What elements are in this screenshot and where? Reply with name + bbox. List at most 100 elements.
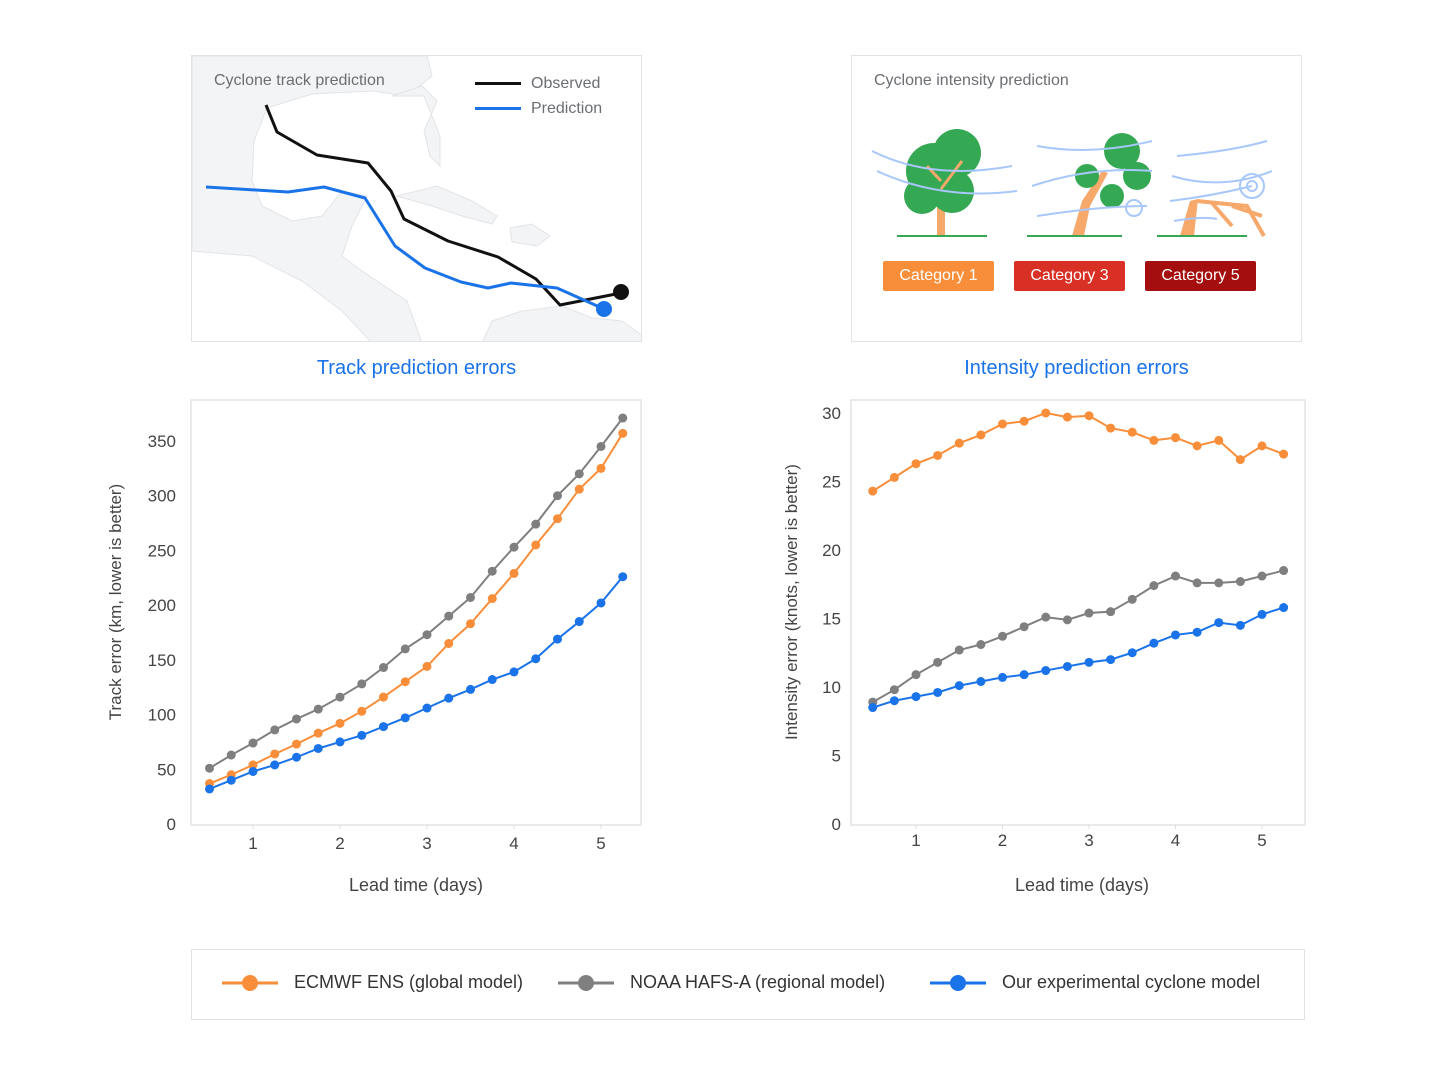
intensity-ecmwf-point — [1041, 408, 1051, 418]
intensity-y-tick-label: 5 — [832, 747, 841, 766]
intensity-noaa-line — [872, 569, 1284, 703]
land-cuba — [395, 185, 498, 225]
land-hispaniola — [509, 223, 551, 247]
intensity-noaa-point — [1235, 577, 1245, 587]
intensity-ecmwf-point — [1171, 433, 1180, 443]
track-experimental-point — [270, 760, 280, 770]
intensity-ecmwf-point — [1214, 435, 1224, 445]
intensity-experimental-point — [1084, 657, 1094, 667]
track-ecmwf-point — [596, 463, 606, 473]
track-ecmwf-point — [248, 760, 258, 770]
tree-category-3-icon — [1027, 133, 1153, 237]
track-prediction-panel: Cyclone track prediction Observed Predic… — [191, 55, 642, 342]
intensity-x-tick-label: 3 — [1084, 831, 1093, 850]
track-x-tick-label: 5 — [596, 834, 605, 853]
track-ecmwf-point — [487, 594, 497, 604]
intensity-ecmwf-point — [1019, 416, 1029, 426]
prediction-line-swatch — [475, 107, 521, 110]
intensity-noaa-point — [1171, 571, 1180, 581]
intensity-x-tick-label: 1 — [911, 831, 920, 850]
intensity-noaa-point — [976, 640, 986, 650]
intensity-experimental-point — [1019, 670, 1029, 680]
track-experimental-point — [292, 752, 301, 762]
intensity-experimental-point — [976, 677, 986, 687]
track-experimental-point — [509, 667, 519, 677]
track-noaa-point — [335, 692, 345, 702]
predicted-track-line — [205, 185, 605, 311]
category-1-badge: Category 1 — [883, 261, 994, 291]
intensity-experimental-point — [1041, 666, 1051, 676]
track-x-tick-label: 4 — [509, 834, 518, 853]
intensity-noaa-point — [1192, 578, 1202, 588]
track-x-tick-label: 1 — [248, 834, 257, 853]
track-ecmwf-point — [553, 514, 562, 524]
track-y-tick-label: 250 — [148, 541, 176, 560]
track-experimental-point — [487, 675, 497, 685]
track-experimental-point — [205, 784, 214, 794]
track-experimental-point — [357, 730, 367, 740]
land-florida — [391, 85, 441, 168]
experimental-swatch-icon — [930, 974, 986, 991]
intensity-experimental-point — [1235, 620, 1245, 630]
track-noaa-point — [292, 714, 301, 724]
track-y-tick-label: 0 — [167, 815, 176, 834]
intensity-x-axis-label: Lead time (days) — [1015, 875, 1149, 895]
track-ecmwf-point — [574, 484, 584, 494]
intensity-noaa-point — [954, 645, 964, 655]
track-experimental-point — [466, 684, 475, 694]
legend-label-ecmwf: ECMWF ENS (global model) — [294, 972, 524, 992]
intensity-prediction-panel: Cyclone intensity prediction Category 1 … — [851, 55, 1302, 342]
land-south-america — [482, 305, 641, 341]
track-x-tick-label: 2 — [335, 834, 344, 853]
track-ecmwf-point — [270, 749, 280, 759]
track-experimental-point — [444, 693, 454, 703]
track-experimental-point — [422, 703, 432, 713]
observed-cyclone-icon — [613, 284, 629, 300]
track-experimental-point — [335, 737, 345, 747]
intensity-noaa-point — [998, 631, 1007, 641]
category-5-badge: Category 5 — [1145, 261, 1256, 291]
track-ecmwf-point — [509, 568, 519, 578]
intensity-experimental-point — [1257, 609, 1267, 619]
intensity-noaa-point — [1279, 566, 1289, 576]
ecmwf-swatch-icon — [222, 974, 278, 991]
track-ecmwf-point — [292, 739, 301, 749]
intensity-noaa-point — [1106, 607, 1116, 617]
intensity-experimental-point — [1106, 655, 1116, 665]
track-y-axis-label: Track error (km, lower is better) — [106, 484, 125, 720]
predicted-cyclone-icon — [596, 301, 612, 317]
track-experimental-point — [400, 713, 410, 723]
intensity-chart-title: Intensity prediction errors — [964, 357, 1189, 379]
track-noaa-point — [205, 763, 214, 773]
intensity-y-tick-label: 15 — [822, 610, 841, 629]
legend-label-noaa: NOAA HAFS-A (regional model) — [630, 972, 886, 992]
track-noaa-point — [357, 679, 367, 689]
track-ecmwf-point — [379, 692, 388, 702]
intensity-experimental-point — [1214, 618, 1224, 628]
charts-canvas: Lead time (days) Lead time (days) Track … — [106, 399, 1306, 895]
observed-line-swatch — [475, 82, 521, 85]
track-y-tick-label: 50 — [157, 760, 176, 779]
intensity-experimental-point — [868, 703, 878, 713]
track-noaa-point — [313, 704, 323, 714]
track-y-tick-label: 200 — [148, 596, 176, 615]
track-experimental-point — [226, 775, 236, 785]
legend-item-ecmwf: ECMWF ENS (global model) — [222, 972, 523, 993]
legend-observed: Observed — [475, 71, 602, 96]
track-ecmwf-point — [444, 638, 454, 648]
track-y-tick-label: 100 — [148, 706, 176, 725]
track-experimental-point — [618, 572, 628, 582]
intensity-noaa-point — [1062, 615, 1072, 625]
track-experimental-point — [574, 617, 584, 627]
track-y-tick-label: 300 — [148, 487, 176, 506]
track-noaa-point — [596, 441, 606, 451]
intensity-ecmwf-point — [1235, 455, 1245, 465]
track-chart-title: Track prediction errors — [316, 357, 517, 379]
intensity-experimental-point — [889, 696, 899, 706]
category-3-badge: Category 3 — [1014, 261, 1125, 291]
intensity-noaa-point — [1019, 622, 1029, 632]
tree-category-5-icon — [1157, 140, 1273, 237]
track-noaa-point — [509, 542, 519, 552]
track-experimental-point — [379, 722, 388, 732]
intensity-panel-title: Cyclone intensity prediction — [874, 72, 1069, 89]
